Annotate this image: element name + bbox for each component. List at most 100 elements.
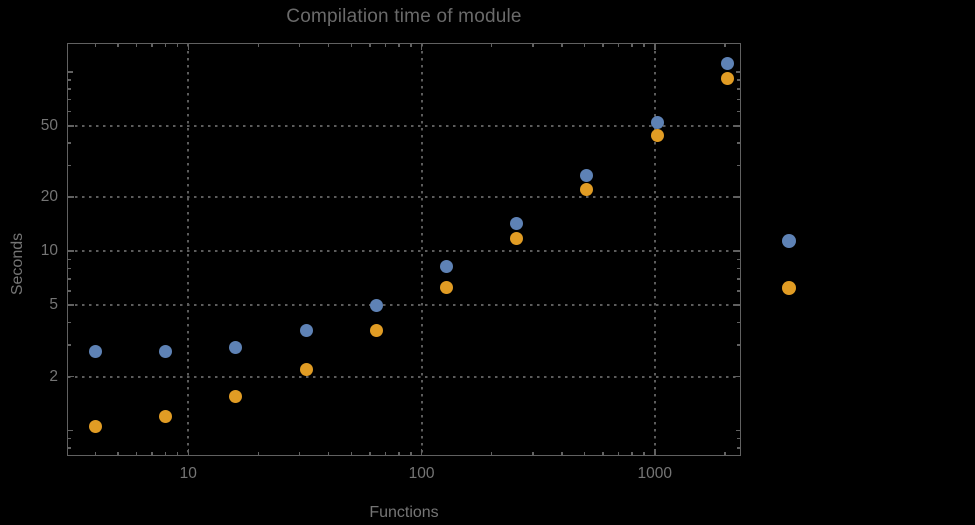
x-tick [164,452,167,455]
y-tick [737,267,740,270]
plot-area [67,43,741,456]
y-tick [737,278,740,280]
data-point-series-blue [650,116,664,130]
y-tick [68,125,74,127]
y-tick-label-5: 5 [49,296,58,314]
y-tick [737,321,740,324]
y-tick [68,304,74,306]
x-tick [561,452,563,455]
y-tick [68,196,74,198]
x-tick [532,452,534,455]
chart-title: Compilation time of module [286,6,522,27]
x-tick [631,44,633,47]
data-point-series-blue [720,57,734,71]
x-tick [135,44,138,47]
data-point-series-orange [580,183,594,197]
x-tick [617,44,620,47]
x-tick [94,452,97,455]
data-point-series-blue [88,345,102,359]
x-tick [298,452,301,455]
x-tick [369,452,371,455]
data-point-series-blue [510,217,524,231]
x-tick [654,44,656,50]
legend-marker-1 [782,234,796,248]
data-point-series-orange [440,280,454,294]
y-tick [737,79,740,81]
data-point-series-orange [88,420,102,434]
x-tick [117,452,119,455]
gridline-y-2 [68,375,740,378]
gridline-x-1000 [653,44,656,455]
y-tick [737,110,740,113]
y-tick [68,250,74,252]
data-point-series-blue [229,341,243,355]
x-tick [643,452,645,455]
y-tick [737,258,740,261]
x-tick [151,44,153,47]
y-tick [737,88,740,90]
y-tick [737,437,740,440]
x-tick [724,44,726,47]
y-tick [737,290,740,292]
x-tick [410,452,412,455]
x-tick [151,452,153,455]
x-tick [643,44,645,47]
y-tick [68,79,71,81]
data-point-series-orange [510,232,524,246]
y-tick [68,267,71,270]
x-axis-label: Functions [369,504,439,521]
y-tick [734,375,740,378]
x-tick [583,44,586,47]
x-tick [257,44,260,47]
x-tick [602,452,604,455]
gridline-y-20 [68,196,740,199]
y-tick [68,447,71,449]
y-tick-label-20: 20 [40,188,58,206]
y-tick [737,142,740,144]
gridline-x-100 [420,44,423,455]
x-tick [420,44,423,50]
x-tick [654,449,656,455]
x-tick [602,44,604,47]
data-point-series-orange [159,409,173,423]
y-tick [68,344,71,346]
x-tick [369,44,371,47]
x-tick [384,452,387,455]
x-tick [117,44,119,47]
y-tick [68,290,71,292]
y-tick [68,321,71,324]
y-tick [68,142,71,144]
x-tick [631,452,633,455]
y-tick-label-2: 2 [49,367,58,385]
legend-marker-2 [782,281,796,295]
y-tick [737,98,740,101]
x-tick [176,44,179,47]
y-tick [68,258,71,261]
data-point-series-orange [720,71,734,85]
data-point-series-orange [229,389,243,403]
x-tick [398,44,400,47]
x-tick [350,452,353,455]
y-tick-label-50: 50 [40,116,58,134]
y-tick [68,88,71,90]
y-tick [68,164,71,167]
gridline-y-50 [68,124,740,127]
data-point-series-orange [369,324,383,338]
y-tick [68,429,73,432]
data-point-series-blue [580,169,594,183]
data-point-series-blue [299,324,313,338]
y-tick [737,164,740,167]
x-tick-label-100: 100 [408,465,435,482]
x-tick [94,44,97,47]
data-point-series-blue [369,298,383,312]
x-tick [187,44,190,50]
x-tick [327,452,330,455]
y-tick [68,437,71,440]
x-tick [187,449,190,455]
y-tick [68,375,74,378]
x-tick-label-1000: 1000 [637,465,672,482]
x-tick [164,44,167,47]
x-tick [410,44,412,47]
data-point-series-blue [440,260,454,274]
